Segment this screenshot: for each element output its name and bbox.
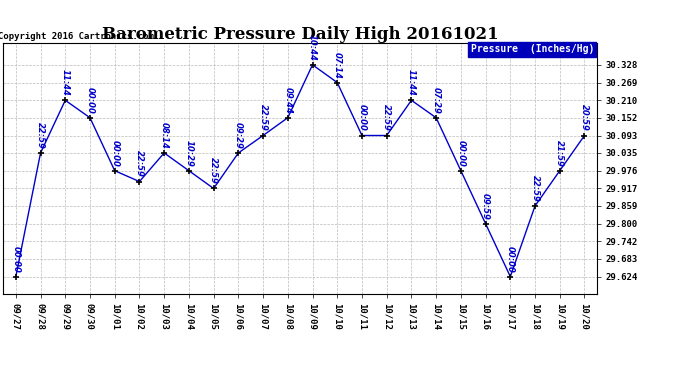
Text: Pressure  (Inches/Hg): Pressure (Inches/Hg) [471,44,594,54]
Title: Barometric Pressure Daily High 20161021: Barometric Pressure Daily High 20161021 [102,26,498,43]
Text: 00:00: 00:00 [110,140,119,166]
Text: 09:59: 09:59 [481,193,490,219]
Text: 08:14: 08:14 [159,122,168,149]
Text: 07:29: 07:29 [432,87,441,114]
Text: 10:44: 10:44 [308,34,317,61]
Text: 00:00: 00:00 [506,246,515,273]
Text: 07:14: 07:14 [333,51,342,78]
Text: 09:29: 09:29 [234,122,243,149]
Text: 21:59: 21:59 [555,140,564,166]
Text: 00:00: 00:00 [357,105,366,131]
Text: 09:44: 09:44 [284,87,293,114]
Text: 10:29: 10:29 [184,140,193,166]
Text: Copyright 2016 Cartronics.com: Copyright 2016 Cartronics.com [0,32,153,40]
Text: 22:59: 22:59 [382,105,391,131]
Text: 00:00: 00:00 [456,140,465,166]
Text: 22:59: 22:59 [209,158,218,184]
Text: 00:00: 00:00 [11,246,20,273]
Text: 22:59: 22:59 [531,175,540,202]
Text: 20:59: 20:59 [580,105,589,131]
Text: 00:00: 00:00 [86,87,95,114]
Text: 11:44: 11:44 [407,69,416,96]
Text: 22:59: 22:59 [259,105,268,131]
Text: 22:59: 22:59 [135,150,144,177]
Text: 22:59: 22:59 [36,122,45,149]
Text: 11:44: 11:44 [61,69,70,96]
